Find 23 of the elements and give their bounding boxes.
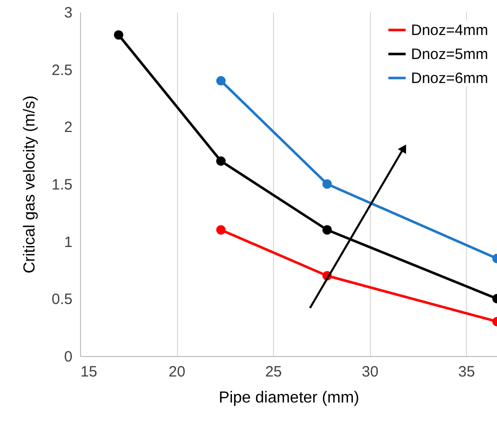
point: [114, 30, 124, 40]
x-tick-label: 25: [265, 364, 282, 380]
point: [322, 179, 332, 189]
x-tick-label: 15: [80, 364, 98, 380]
y-tick-label: 1: [64, 234, 72, 251]
y-tick-label: 3: [64, 4, 72, 22]
y-axis-title: Critical gas velocity (m/s): [22, 96, 39, 274]
x-tick-label: 20: [168, 364, 186, 380]
legend-label: Dnoz=6mm: [411, 70, 488, 87]
legend-label: Dnoz=4mm: [411, 22, 488, 39]
point: [216, 76, 226, 86]
point: [216, 156, 226, 166]
y-tick-label: 0: [64, 348, 72, 366]
point: [216, 225, 226, 235]
y-tick-label: 2: [64, 119, 72, 136]
y-tick-label: 2.5: [52, 62, 72, 79]
x-tick-label: 30: [362, 364, 378, 380]
x-tick-label: 35: [458, 364, 475, 380]
x-axis-title: Pipe diameter (mm): [218, 390, 360, 406]
legend-label: Dnoz=5mm: [411, 46, 488, 63]
point: [322, 225, 332, 235]
y-tick-label: 0.5: [52, 291, 72, 308]
y-tick-label: 1.5: [52, 176, 72, 194]
